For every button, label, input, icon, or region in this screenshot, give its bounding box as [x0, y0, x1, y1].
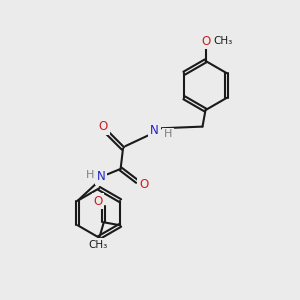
Text: CH₃: CH₃ — [88, 239, 107, 250]
Text: N: N — [97, 170, 106, 183]
Text: O: O — [99, 120, 108, 133]
Text: O: O — [93, 195, 102, 208]
Text: H: H — [86, 170, 94, 180]
Text: O: O — [139, 178, 148, 191]
Text: H: H — [164, 129, 172, 140]
Text: O: O — [201, 34, 210, 48]
Text: CH₃: CH₃ — [214, 36, 233, 46]
Text: N: N — [150, 124, 159, 137]
